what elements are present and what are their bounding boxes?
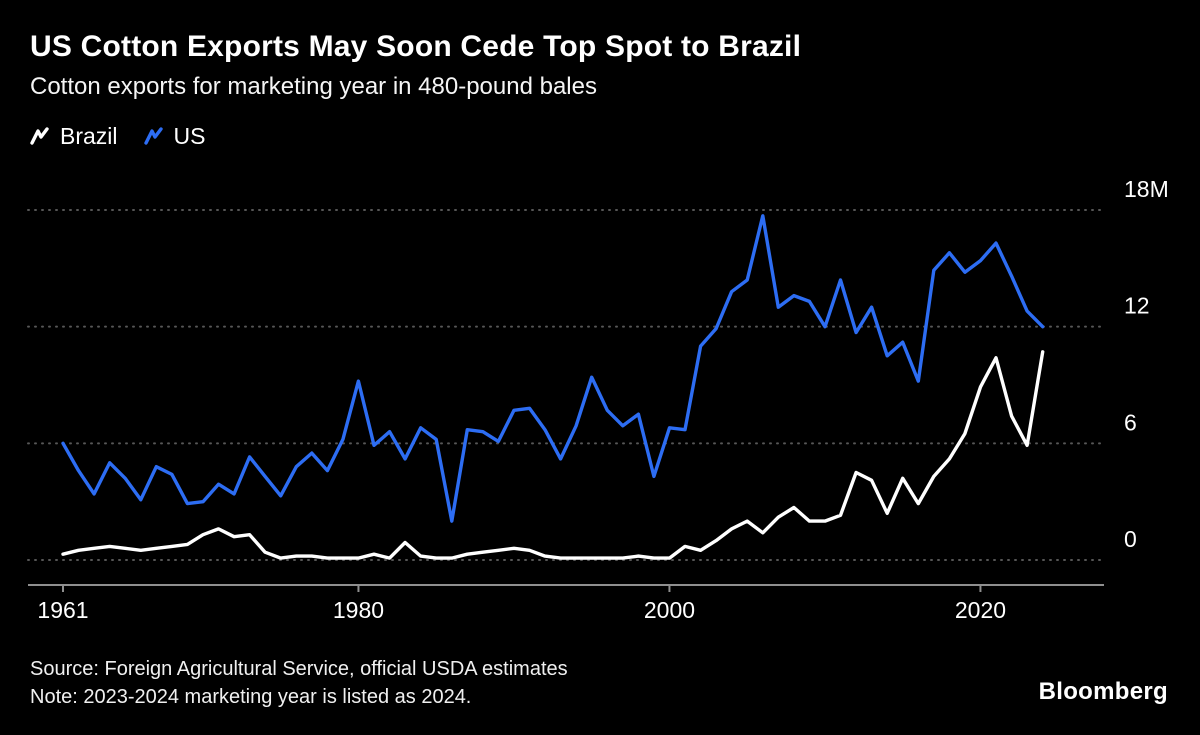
x-axis-label-2000: 2000 — [644, 597, 695, 623]
note-text: Note: 2023-2024 marketing year is listed… — [30, 686, 472, 708]
y-axis-label-0: 0 — [1124, 526, 1137, 552]
legend-label-us: US — [173, 123, 206, 149]
chart-header: US Cotton Exports May Soon Cede Top Spot… — [30, 30, 1170, 150]
x-axis-label-1961: 1961 — [37, 597, 88, 623]
source-text: Source: Foreign Agricultural Service, of… — [30, 658, 568, 680]
legend-item-us: US — [143, 123, 206, 150]
chart-subtitle: Cotton exports for marketing year in 480… — [30, 73, 597, 100]
chart-title: US Cotton Exports May Soon Cede Top Spot… — [30, 30, 802, 63]
x-axis-label-1980: 1980 — [333, 597, 384, 623]
y-axis-label-6: 6 — [1124, 409, 1137, 435]
us-line-swatch-icon — [143, 127, 163, 145]
series-line-us — [61, 214, 1045, 523]
y-axis-label-12: 12 — [1124, 293, 1150, 319]
series-line-brazil — [61, 350, 1045, 560]
x-axis-label-2020: 2020 — [955, 597, 1006, 623]
bloomberg-logo: Bloomberg — [1038, 678, 1168, 705]
legend-label-brazil: Brazil — [60, 123, 118, 149]
chart-legend: Brazil US — [30, 123, 1170, 150]
brazil-line-swatch-icon — [30, 127, 49, 145]
legend-item-brazil: Brazil — [30, 123, 118, 150]
y-axis-label-18M: 18M — [1124, 176, 1169, 202]
